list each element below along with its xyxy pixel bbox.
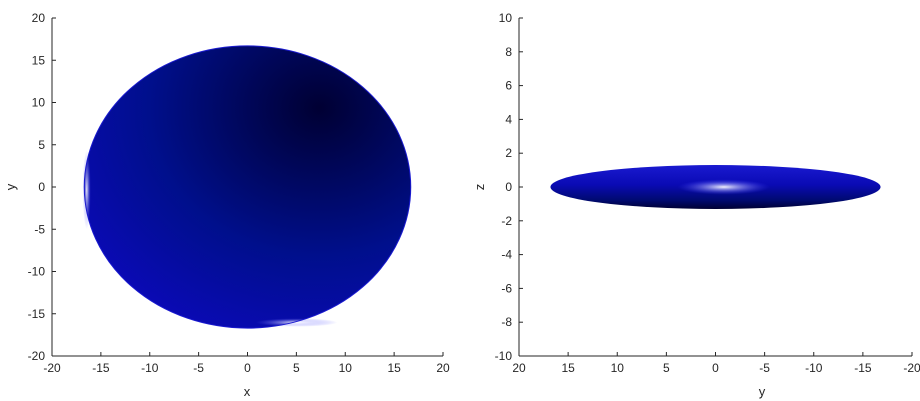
- right-x-tick-label: 10: [611, 361, 625, 375]
- left-ellipse-outline: [83, 45, 412, 329]
- left-x-tick-label: 5: [293, 361, 300, 375]
- right-ellipse-highlight: [677, 179, 770, 195]
- right-y-tick-label: -6: [501, 281, 512, 295]
- left-panel: -20 -15 -10 -5 0 5 10 15 20 -20-15-10-505101520 …: [3, 11, 450, 399]
- left-y-tick-label: 0: [38, 180, 45, 194]
- right-x-tick-label: -15: [854, 361, 872, 375]
- right-y-tick-label: 8: [505, 45, 512, 59]
- left-x-tick-label: 15: [387, 361, 401, 375]
- left-x-ticks: -20 -15 -10 -5 0 5 10 15 20: [43, 352, 450, 375]
- left-y-tick-label: 15: [32, 53, 46, 67]
- left-y-tick-label: -15: [28, 307, 46, 321]
- left-x-tick-label: -20: [43, 361, 61, 375]
- right-y-tick-label: 6: [505, 79, 512, 93]
- left-x-tick-label: -10: [141, 361, 159, 375]
- right-x-tick-label: -5: [759, 361, 770, 375]
- right-x-tick-label: -20: [903, 361, 920, 375]
- right-y-ticks: -10 -8 -6 -4 -2 0 2 4 6 8 10: [495, 11, 523, 363]
- right-x-tick-label: 20: [512, 361, 526, 375]
- side-view-ellipse: [550, 165, 881, 209]
- right-x-tick-label: 5: [663, 361, 670, 375]
- left-ellipse-highlight: [82, 150, 91, 230]
- right-y-tick-label: -10: [495, 349, 513, 363]
- left-y-tick-label: 20: [32, 11, 46, 25]
- left-y-ticks: -20 -15 -10 -5 0 5 10 15 20: [28, 11, 56, 363]
- right-x-tick-label: 15: [561, 361, 575, 375]
- left-y-tick-label: 5: [38, 138, 45, 152]
- right-y-tick-label: -2: [501, 214, 512, 228]
- right-y-axis-label: z: [472, 184, 487, 191]
- right-y-tick-label: 0: [505, 180, 512, 194]
- right-x-tick-label: 0: [712, 361, 719, 375]
- left-ellipse-body: [84, 45, 411, 329]
- left-y-tick-label: 10: [32, 96, 46, 110]
- right-y-tick-label: -4: [501, 248, 512, 262]
- left-y-tick-label: -20: [28, 349, 46, 363]
- left-y-tick-label: -5: [34, 222, 45, 236]
- right-x-tick-label: -10: [805, 361, 823, 375]
- right-y-tick-label: 2: [505, 146, 512, 160]
- left-y-axis-label: y: [3, 183, 18, 190]
- left-x-tick-label: 0: [244, 361, 251, 375]
- right-y-tick-label: 4: [505, 112, 512, 126]
- left-y-tick-label: -10: [28, 265, 46, 279]
- left-x-axis-label: x: [244, 384, 251, 399]
- right-x-ticks: 20 15 10 5 0 -5 -10 -15 -20: [512, 352, 920, 375]
- left-x-tick-label: 20: [436, 361, 450, 375]
- left-x-tick-label: -15: [92, 361, 110, 375]
- left-ellipse-highlight: [255, 318, 338, 327]
- right-y-tick-label: 10: [499, 11, 513, 25]
- right-y-tick-label: -8: [501, 315, 512, 329]
- left-x-tick-label: 10: [339, 361, 353, 375]
- left-x-tick-label: -5: [193, 361, 204, 375]
- top-view-ellipse: [82, 45, 412, 329]
- right-x-axis-label: y: [759, 384, 766, 399]
